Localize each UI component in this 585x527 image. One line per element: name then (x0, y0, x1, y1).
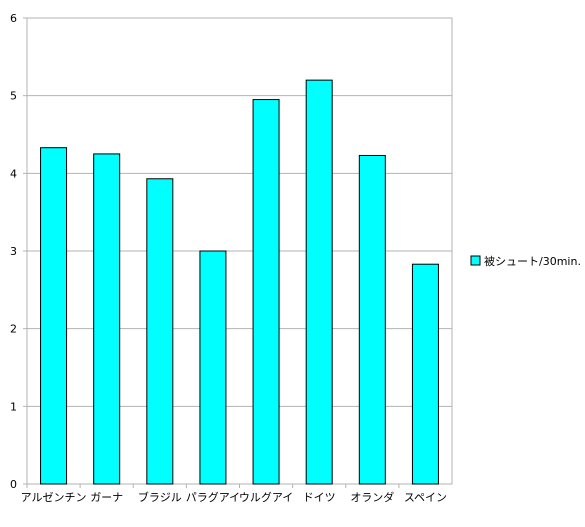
legend-label: 被シュート/30min. (484, 255, 581, 268)
y-tick-label: 2 (10, 323, 17, 336)
y-tick-label: 3 (10, 245, 17, 258)
axes (26, 17, 453, 488)
x-tick-label: パラグアイ (186, 490, 240, 504)
x-tick-label: ブラジル (138, 490, 182, 504)
bar (358, 154, 386, 485)
bar (93, 153, 121, 485)
y-tick-labels: 0 1 2 3 4 5 6 (10, 12, 17, 491)
gridlines (23, 17, 452, 485)
x-tick-label: スペイン (404, 491, 447, 504)
bar (199, 250, 227, 485)
y-tick-label: 5 (10, 90, 17, 103)
bar (252, 99, 280, 485)
y-tick-label: 4 (10, 167, 17, 180)
bar (40, 147, 68, 485)
bar (411, 263, 439, 485)
legend: 被シュート/30min. (470, 255, 581, 268)
y-tick-label: 1 (10, 400, 17, 413)
legend-swatch (470, 255, 481, 266)
x-tick-label: ウルグアイ (239, 490, 293, 504)
y-tick-label: 0 (10, 478, 17, 491)
bar (305, 79, 333, 485)
x-tick-label: ドイツ (303, 491, 336, 504)
bar (146, 178, 174, 485)
y-tick-label: 6 (10, 12, 17, 25)
x-tick-label: ガーナ (90, 491, 123, 504)
bars (40, 79, 439, 485)
x-tick-label: アルゼンチン (21, 491, 87, 504)
x-tick-label: オランダ (350, 490, 394, 504)
